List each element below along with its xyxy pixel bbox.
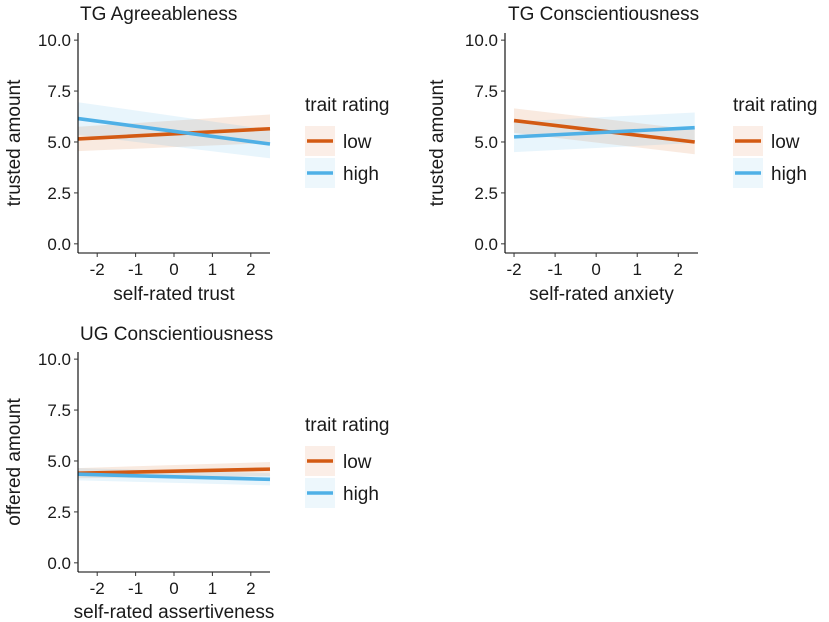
- chart-title: UG Conscientiousness: [80, 324, 273, 345]
- series-line-high: [77, 472, 271, 482]
- y-axis-title: trusted amount: [4, 79, 25, 206]
- legend-label-high: high: [343, 164, 379, 185]
- x-tick-label: 1: [632, 260, 641, 279]
- y-tick-label: 5.0: [47, 452, 71, 471]
- legend: trait rating low high: [733, 95, 817, 188]
- y-axis-title: offered amount: [4, 398, 25, 526]
- x-axis-title: self-rated anxiety: [529, 284, 674, 305]
- legend: trait rating low high: [305, 415, 389, 508]
- x-tick-label: -2: [90, 579, 105, 598]
- series-line-high: [77, 116, 271, 146]
- legend-title: trait rating: [305, 415, 389, 436]
- y-tick-label: 5.0: [474, 133, 498, 152]
- legend-title: trait rating: [733, 95, 817, 116]
- series-line-high: [513, 125, 695, 139]
- y-tick-label: 5.0: [47, 133, 71, 152]
- chart-panel-2: TG Conscientiousness 0.0 2.5 5.0 7.5 10.0 -2 -1…: [427, 4, 817, 305]
- chart-panel-1: TG Agreeableness 0.0 2.5 5.0 7.5 10.0 -2 -1 0 1 2s…: [4, 4, 389, 305]
- legend-label-low: low: [343, 132, 372, 153]
- series-line-low: [77, 126, 271, 141]
- legend-label-high: high: [343, 484, 379, 505]
- y-tick-label: 10.0: [38, 31, 71, 50]
- x-tick-label: 2: [246, 579, 255, 598]
- y-tick-label: 7.5: [47, 82, 71, 101]
- x-axis-title: self-rated trust: [113, 284, 235, 305]
- legend-label-high: high: [771, 164, 807, 185]
- y-tick-label: 2.5: [474, 184, 498, 203]
- y-tick-label: 2.5: [47, 184, 71, 203]
- x-tick-label: 0: [591, 260, 600, 279]
- x-tick-label: 0: [169, 260, 178, 279]
- x-tick-label: 0: [169, 579, 178, 598]
- y-tick-label: 7.5: [474, 82, 498, 101]
- x-tick-label: 2: [674, 260, 683, 279]
- chart-panel-3: UG Conscientiousness 0.0 2.5 5.0 7.5 10.0 -2 -1…: [4, 324, 389, 622]
- y-tick-label: 10.0: [38, 350, 71, 369]
- y-tick-label: 0.0: [474, 235, 498, 254]
- legend-label-low: low: [343, 452, 372, 473]
- y-tick-label: 10.0: [465, 31, 498, 50]
- x-axis-title: self-rated assertiveness: [74, 602, 275, 622]
- x-tick-label: -1: [128, 260, 143, 279]
- x-tick-label: -1: [548, 260, 563, 279]
- x-tick-label: -2: [506, 260, 521, 279]
- y-tick-label: 0.0: [47, 235, 71, 254]
- y-tick-label: 7.5: [47, 401, 71, 420]
- x-tick-label: 2: [246, 260, 255, 279]
- chart-title: TG Conscientiousness: [508, 4, 699, 25]
- legend-label-low: low: [771, 132, 800, 153]
- chart-title: TG Agreeableness: [80, 4, 237, 25]
- y-axis-title: trusted amount: [427, 79, 448, 206]
- x-tick-label: -1: [128, 579, 143, 598]
- y-tick-label: 0.0: [47, 554, 71, 573]
- series-line-low: [77, 467, 271, 476]
- x-tick-label: 1: [208, 260, 217, 279]
- x-tick-label: -2: [90, 260, 105, 279]
- legend: trait rating low high: [305, 95, 389, 188]
- legend-title: trait rating: [305, 95, 389, 116]
- y-tick-label: 2.5: [47, 503, 71, 522]
- x-tick-label: 1: [208, 579, 217, 598]
